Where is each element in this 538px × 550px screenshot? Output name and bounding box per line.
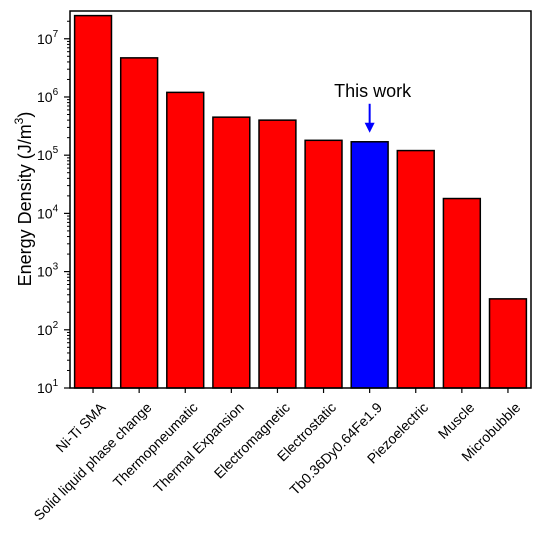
y-axis-ticks: 101 102 103 104 105 106 107 [37,20,70,396]
bar-3 [212,116,251,389]
x-tick-label-2: Thermopneumatic [110,399,201,490]
bar-0 [73,14,113,389]
y-tick-label-2: 103 [37,262,59,280]
bars-layer [73,14,528,393]
y-tick-label-3: 104 [37,203,59,221]
y-tick-label-0: 101 [37,378,59,396]
this-work-annotation: This work [334,81,412,133]
plot-area-frame [69,10,532,389]
x-tick-label-8: Muscle [435,399,478,442]
bar-6 [350,141,389,389]
bar-7 [396,149,435,389]
y-tick-label-4: 105 [37,145,59,163]
annotation-label: This work [334,81,412,101]
y-tick-label-6: 107 [37,29,59,47]
bar-1 [119,57,159,389]
annotation-arrow-head [364,122,375,133]
bar-5 [304,139,343,389]
y-axis-title: Energy Density (J/m3) [12,112,35,287]
bar-4 [258,119,297,389]
bar-9 [488,298,528,389]
y-tick-label-5: 106 [37,87,59,105]
y-tick-label-1: 102 [37,320,59,338]
bar-2 [166,91,205,389]
bar-8 [442,197,482,389]
